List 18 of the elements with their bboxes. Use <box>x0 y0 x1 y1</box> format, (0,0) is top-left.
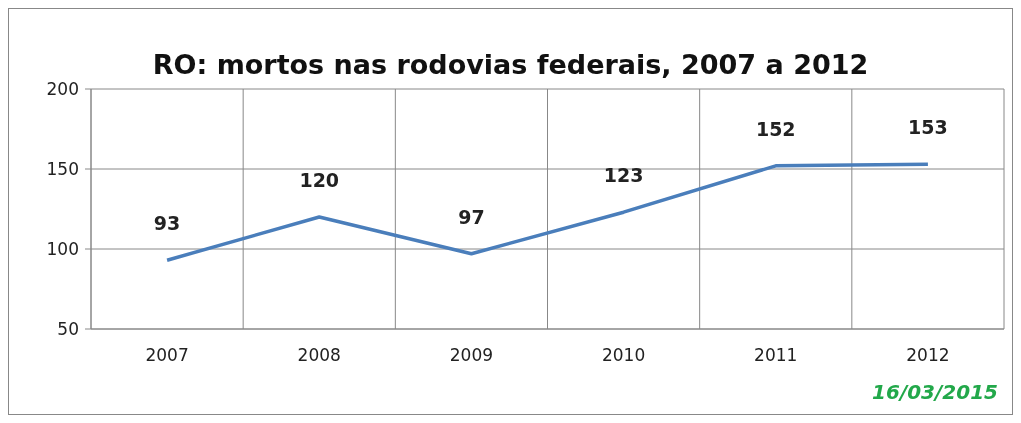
y-tick-label: 50 <box>57 319 79 340</box>
data-label: 120 <box>299 169 340 191</box>
y-tick-label: 200 <box>46 79 79 100</box>
x-tick-label: 2007 <box>145 345 189 366</box>
x-tick-label: 2010 <box>601 345 646 366</box>
data-label: 93 <box>153 212 181 235</box>
x-tick-label: 2012 <box>906 345 950 366</box>
x-tick-label: 2008 <box>297 345 341 366</box>
data-label: 123 <box>603 164 644 187</box>
x-tick-label: 2011 <box>754 345 798 366</box>
chart-title: RO: mortos nas rodovias federais, 2007 a 2012 <box>151 49 870 80</box>
x-tick-label: 2009 <box>449 345 494 366</box>
text: 16/03/2015 <box>872 380 998 404</box>
data-label: 153 <box>908 116 948 139</box>
data-label: 152 <box>755 117 796 140</box>
data-label: 97 <box>458 205 485 228</box>
y-tick-label: 150 <box>46 159 79 180</box>
y-tick-label: 100 <box>46 239 79 260</box>
